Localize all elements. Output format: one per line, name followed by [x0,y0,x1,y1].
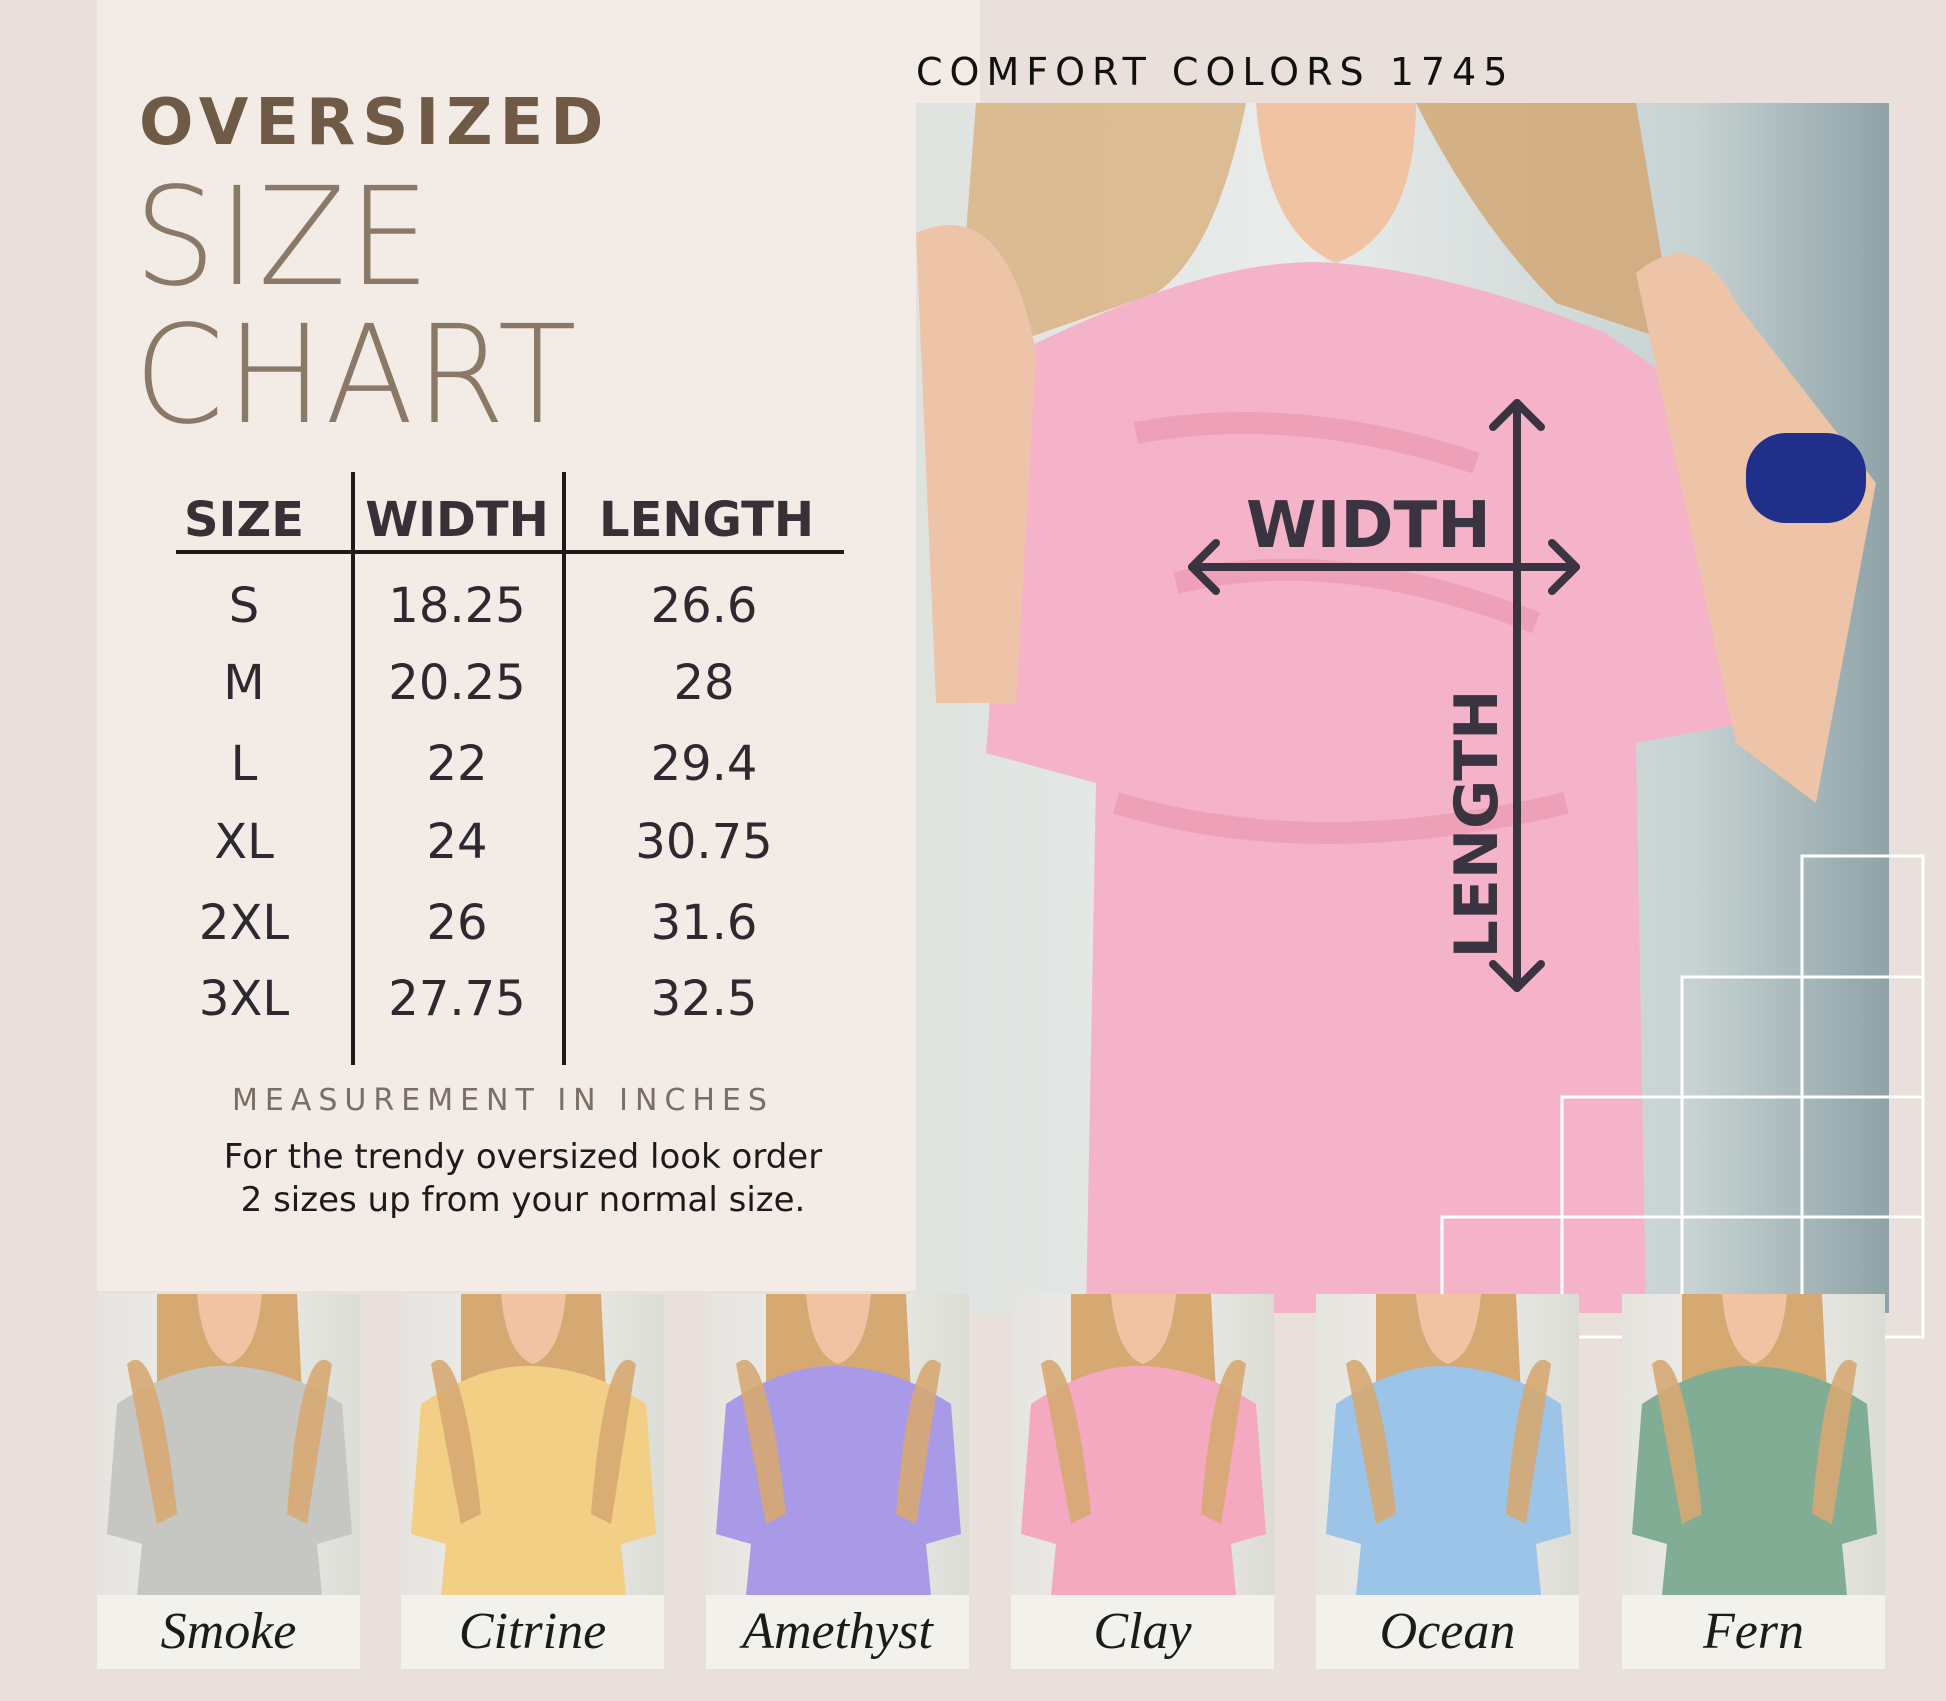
column-divider [562,472,566,1065]
shirt-illustration [1021,1294,1266,1595]
title-chart: CHART [134,297,579,455]
table-cell-size: XL [214,814,274,870]
col-header-width: WIDTH [365,492,549,548]
color-card-amethyst: Amethyst [706,1294,969,1669]
color-name: Ocean [1316,1595,1579,1669]
sizing-tip-line1: For the trendy oversized look order [223,1137,823,1177]
color-name: Clay [1011,1595,1274,1669]
table-cell-length: 32.5 [650,971,758,1027]
model-illustration [916,103,1876,1313]
table-cell-width: 22 [426,736,488,792]
table-header-divider [176,550,844,554]
measurement-arrows [1188,399,1580,992]
color-card-clay: Clay [1011,1294,1274,1669]
col-header-length: LENGTH [599,492,815,548]
color-photo [1011,1294,1274,1595]
table-cell-length: 30.75 [635,814,773,870]
color-name: Citrine [401,1595,664,1669]
color-name: Amethyst [706,1595,969,1669]
color-card-fern: Fern [1622,1294,1885,1669]
col-header-size: SIZE [183,492,305,548]
left-panel [97,0,980,1291]
color-card-ocean: Ocean [1316,1294,1579,1669]
color-photo [97,1294,360,1595]
table-cell-length: 31.6 [650,895,758,951]
table-cell-length: 26.6 [650,578,758,634]
color-photo [1316,1294,1579,1595]
shirt-illustration [107,1294,352,1595]
brand-label: COMFORT COLORS 1745 [916,50,1515,94]
table-cell-width: 27.75 [388,971,526,1027]
shirt-illustration [1632,1294,1877,1595]
table-cell-size: M [223,655,265,711]
table-cell-size: S [228,578,260,634]
title-oversized: OVERSIZED [139,86,611,160]
table-cell-length: 29.4 [650,736,758,792]
shirt-illustration [1326,1294,1571,1595]
unit-note: MEASUREMENT IN INCHES [232,1083,774,1118]
color-card-citrine: Citrine [401,1294,664,1669]
sizing-tip-line2: 2 sizes up from your normal size. [240,1180,806,1220]
color-name: Smoke [97,1595,360,1669]
width-label: WIDTH [1246,489,1491,563]
table-cell-size: L [230,736,258,792]
color-photo [1622,1294,1885,1595]
column-divider [351,472,355,1065]
color-card-smoke: Smoke [97,1294,360,1669]
table-cell-size: 3XL [198,971,290,1027]
color-photo [706,1294,969,1595]
table-cell-width: 24 [426,814,488,870]
main-product-photo: WIDTH LENGTH [916,103,1889,1313]
title-size: SIZE [134,159,432,317]
table-cell-size: 2XL [198,895,290,951]
table-cell-width: 26 [426,895,488,951]
table-cell-width: 20.25 [388,655,526,711]
table-cell-length: 28 [673,655,735,711]
table-cell-width: 18.25 [388,578,526,634]
color-name: Fern [1622,1595,1885,1669]
color-photo [401,1294,664,1595]
shirt-illustration [716,1294,961,1595]
decorative-grid [1440,854,1925,1339]
shirt-illustration [411,1294,656,1595]
